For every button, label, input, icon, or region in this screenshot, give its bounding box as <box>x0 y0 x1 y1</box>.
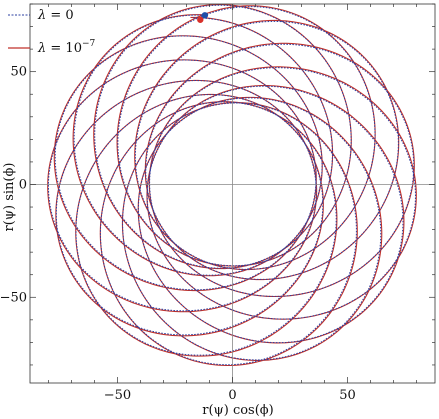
axes <box>29 3 436 384</box>
legend-label-lambda-0: λ = 0 <box>37 8 74 23</box>
tick-labels: −50 0 50 −50 0 50 <box>0 65 356 403</box>
start-marker-series-0 <box>201 12 209 19</box>
y-axis-label: r(ψ) sin(ϕ) <box>2 163 17 232</box>
x-tick-label: 50 <box>339 388 356 403</box>
y-tick-label: −50 <box>0 290 27 305</box>
y-tick-label: 50 <box>10 65 27 80</box>
x-tick-label: −50 <box>104 388 131 403</box>
start-marker-series-1 <box>197 16 204 23</box>
legend-label-lambda-1e-7: λ = 10−7 <box>37 39 96 56</box>
x-axis-label: r(ψ) cos(ϕ) <box>202 403 273 418</box>
orbit-series-lambda-0 <box>47 4 416 366</box>
x-tick-label: 0 <box>228 388 236 403</box>
legend: λ = 0 λ = 10−7 <box>8 8 96 56</box>
y-tick-label: 0 <box>19 177 27 192</box>
orbit-curves <box>47 4 417 367</box>
